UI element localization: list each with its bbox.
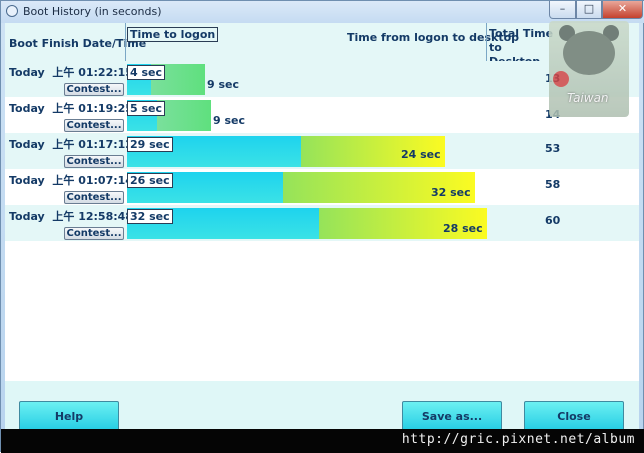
minimize-button[interactable]: – [549, 1, 576, 19]
mascot-watermark-image: Taiwan [549, 21, 629, 117]
desktop-time-bar [283, 172, 475, 203]
title-bar: Boot History (in seconds) – □ ✕ [1, 1, 644, 23]
column-header-total-line1: Total Time to [489, 27, 554, 54]
credit-watermark-bar: http://gric.pixnet.net/album [1, 429, 644, 453]
table-row[interactable]: Today 上午 12:58:48 Contest... 32 sec 28 sec 6… [5, 205, 639, 241]
desktop-time-label: 32 sec [431, 186, 471, 199]
boot-history-grid: Boot Finish Date/Time Time to logon Time… [5, 21, 639, 381]
column-header-date[interactable]: Boot Finish Date/Time [9, 37, 147, 50]
window-title: Boot History (in seconds) [23, 5, 162, 18]
mascot-watermark-text: Taiwan [567, 91, 609, 105]
logon-time-label: 4 sec [127, 65, 166, 80]
boot-date-cell: Today 上午 12:58:48 [9, 210, 133, 223]
close-window-button[interactable]: ✕ [602, 1, 643, 19]
client-area: Boot Finish Date/Time Time to logon Time… [5, 21, 639, 449]
boot-date-cell: Today 上午 01:19:25 [9, 102, 133, 115]
boot-date-cell: Today 上午 01:07:14 [9, 174, 133, 187]
desktop-time-label: 24 sec [401, 148, 441, 161]
desktop-time-bar [319, 208, 487, 239]
total-time-cell: 58 [545, 178, 561, 191]
logon-time-label: 5 sec [127, 101, 166, 116]
app-clock-icon [6, 5, 18, 17]
boot-date-cell: Today 上午 01:22:15 [9, 66, 133, 79]
desktop-time-label: 9 sec [213, 114, 246, 127]
column-divider[interactable] [486, 23, 487, 61]
desktop-time-label: 9 sec [207, 78, 240, 91]
logon-time-label: 29 sec [127, 137, 173, 152]
column-header-logon[interactable]: Time to logon [127, 27, 219, 42]
logon-time-label: 32 sec [127, 209, 173, 224]
desktop-time-bar [157, 100, 211, 131]
total-time-cell: 60 [545, 214, 561, 227]
contest-button[interactable]: Contest... [64, 227, 124, 240]
close-button[interactable]: Close [524, 401, 624, 433]
table-row[interactable]: Today 上午 01:17:12 Contest... 29 sec 24 sec 5… [5, 133, 639, 169]
desktop-time-label: 28 sec [443, 222, 483, 235]
logon-time-label: 26 sec [127, 173, 173, 188]
credit-url: http://gric.pixnet.net/album [401, 432, 635, 447]
grid-header: Boot Finish Date/Time Time to logon Time… [5, 23, 639, 68]
maximize-button[interactable]: □ [576, 1, 602, 19]
contest-button[interactable]: Contest... [64, 155, 124, 168]
contest-button[interactable]: Contest... [64, 191, 124, 204]
column-divider[interactable] [125, 23, 126, 61]
contest-button[interactable]: Contest... [64, 83, 124, 96]
column-header-desktop[interactable]: Time from logon to desktop [347, 31, 520, 44]
contest-button[interactable]: Contest... [64, 119, 124, 132]
save-as-button[interactable]: Save as... [402, 401, 502, 433]
table-row[interactable]: Today 上午 01:07:14 Contest... 26 sec 32 sec 5… [5, 169, 639, 205]
mascot-ball [553, 71, 569, 87]
desktop-time-bar [301, 136, 445, 167]
boot-date-cell: Today 上午 01:17:12 [9, 138, 133, 151]
mascot-face [563, 31, 615, 75]
total-time-cell: 53 [545, 142, 561, 155]
